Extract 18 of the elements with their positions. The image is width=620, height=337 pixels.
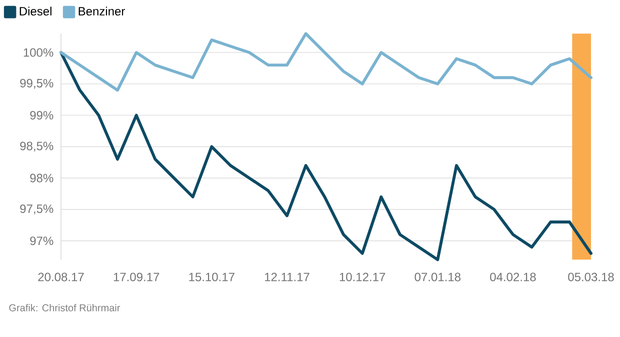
x-tick-label: 12.11.17 [265, 272, 310, 282]
legend-label: Diesel [20, 6, 52, 16]
legend-label: Benziner [78, 6, 125, 16]
x-tick-label: 05.03.18 [568, 272, 614, 282]
x-tick-label: 04.02.18 [490, 272, 536, 282]
y-tick-label: 98% [30, 174, 54, 182]
x-tick-label: 10.12.17 [340, 272, 386, 282]
y-tick-label: 99,5% [20, 78, 54, 89]
text: Grafik: Christof Rührmair [9, 304, 120, 312]
x-tick-label: 15.10.17 [189, 272, 234, 282]
y-tick-label: 97,5% [20, 204, 54, 214]
y-tick-label: 97% [30, 236, 54, 246]
x-tick-label: 17.09.17 [114, 272, 160, 282]
y-tick-label: 98,5% [20, 142, 54, 152]
x-tick-label: 20.08.17 [38, 272, 84, 282]
y-tick-label: 99% [30, 111, 54, 120]
y-tick-label: 100% [24, 48, 54, 57]
x-tick-label: 07.01.18 [414, 272, 460, 282]
